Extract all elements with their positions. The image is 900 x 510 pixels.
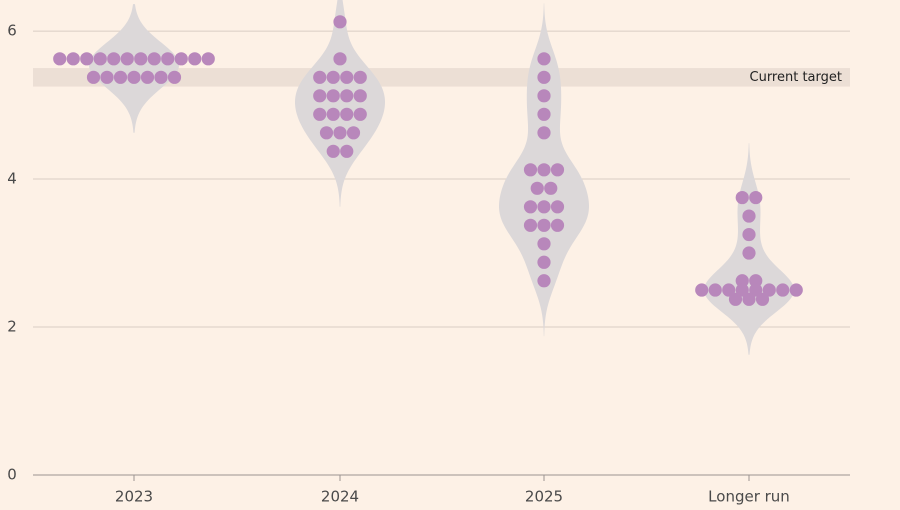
- dot: [722, 283, 736, 297]
- dot: [161, 52, 175, 66]
- x-tick-label: 2023: [115, 488, 153, 506]
- dot: [537, 237, 551, 251]
- dot: [353, 107, 367, 121]
- dot: [326, 70, 340, 84]
- x-tick-label: 2024: [321, 488, 359, 506]
- dot: [80, 52, 94, 66]
- y-tick-label: 0: [7, 466, 17, 484]
- dot: [742, 227, 756, 242]
- dot: [66, 52, 80, 66]
- dot: [188, 52, 202, 66]
- y-tick-label: 6: [7, 22, 17, 40]
- dot: [107, 52, 121, 66]
- dot: [695, 283, 709, 297]
- dot: [755, 292, 770, 306]
- dot: [313, 89, 327, 103]
- dot: [749, 274, 763, 288]
- dot: [749, 283, 763, 297]
- dot: [313, 70, 327, 84]
- dot: [789, 283, 803, 297]
- dot: [728, 292, 743, 306]
- dot: [154, 70, 168, 84]
- target-label: Current target: [750, 70, 843, 85]
- dot: [523, 200, 538, 214]
- dot: [537, 52, 551, 66]
- dot: [523, 163, 538, 177]
- dot: [120, 52, 134, 66]
- dot: [319, 126, 334, 140]
- dot: [537, 70, 551, 84]
- dot: [147, 52, 161, 66]
- dot: [93, 52, 107, 66]
- dot: [537, 89, 551, 103]
- dot: [550, 163, 565, 177]
- dot: [113, 70, 128, 84]
- dot: [174, 52, 188, 66]
- dot: [537, 200, 551, 214]
- dot: [762, 283, 776, 297]
- violin: [295, 0, 385, 207]
- dot: [340, 107, 354, 121]
- dot: [333, 126, 347, 140]
- dot: [201, 52, 215, 66]
- dot: [86, 70, 101, 84]
- x-tick-label: Longer run: [708, 488, 790, 506]
- dot: [544, 181, 558, 195]
- target-band: [33, 68, 850, 87]
- dot: [333, 15, 347, 29]
- dot: [134, 52, 148, 66]
- dot: [53, 52, 67, 66]
- dot: [537, 255, 551, 269]
- dot: [537, 218, 551, 232]
- dot: [100, 70, 114, 84]
- dot: [537, 107, 551, 121]
- dot: [735, 190, 749, 205]
- dot: [742, 292, 756, 306]
- dot: [326, 107, 340, 121]
- dot: [742, 209, 756, 223]
- violin: [89, 4, 179, 133]
- dot: [326, 89, 340, 103]
- x-tick-label: 2025: [525, 488, 563, 506]
- dot: [333, 52, 347, 66]
- dot: [127, 70, 141, 84]
- dot: [340, 89, 354, 103]
- dot: [530, 181, 544, 195]
- dot: [749, 190, 763, 205]
- dot: [313, 107, 327, 121]
- dot: [353, 70, 367, 84]
- dot: [326, 144, 340, 158]
- dot: [537, 163, 551, 177]
- dot: [708, 283, 722, 297]
- dot: [346, 126, 361, 140]
- dot: [742, 246, 756, 260]
- dot: [537, 274, 551, 288]
- dot: [550, 218, 565, 232]
- dot: [735, 274, 749, 288]
- dot: [735, 283, 749, 297]
- dot: [167, 70, 182, 84]
- dot: [140, 70, 155, 84]
- y-tick-label: 2: [7, 318, 17, 336]
- dot: [523, 218, 538, 232]
- dot: [353, 89, 367, 103]
- dot: [340, 70, 354, 84]
- dot: [776, 283, 790, 297]
- dot: [340, 144, 354, 158]
- dot: [550, 200, 565, 214]
- dot: [537, 126, 551, 140]
- y-tick-label: 4: [7, 170, 17, 188]
